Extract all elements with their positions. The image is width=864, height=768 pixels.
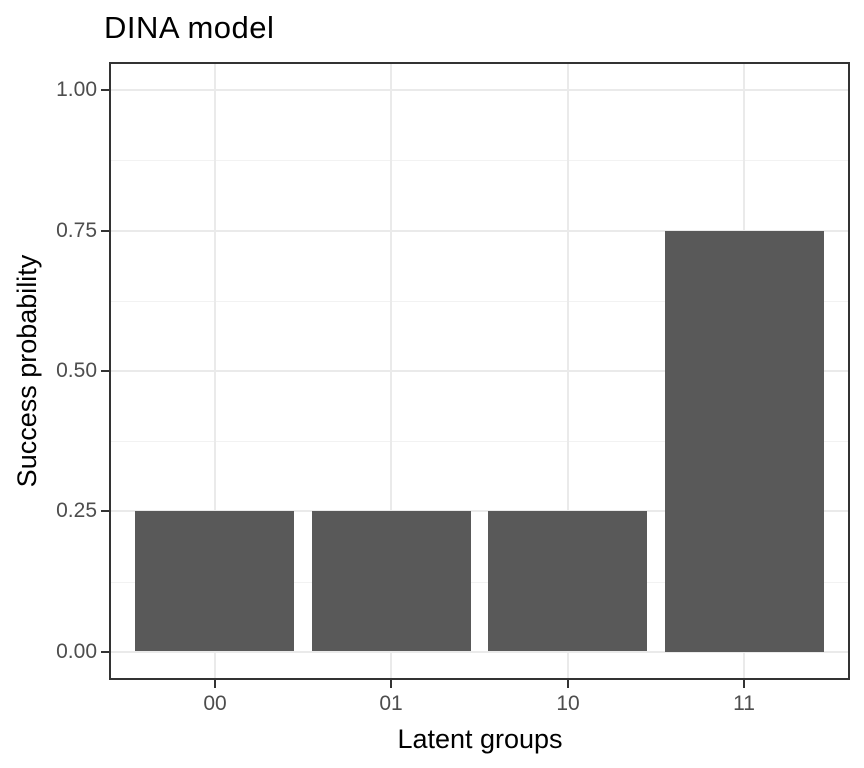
x-tick-label: 10 bbox=[556, 692, 580, 715]
y-gridline-major bbox=[109, 89, 850, 91]
bar-11 bbox=[665, 231, 824, 652]
x-gridline-major bbox=[567, 62, 569, 680]
y-tick-mark bbox=[101, 510, 109, 512]
y-gridline-minor bbox=[109, 582, 850, 583]
y-gridline-minor bbox=[109, 160, 850, 161]
y-gridline-minor bbox=[109, 441, 850, 442]
x-tick-label: 00 bbox=[203, 692, 227, 715]
x-tick-label: 01 bbox=[379, 692, 403, 715]
bar-01 bbox=[312, 511, 471, 651]
x-gridline-major bbox=[390, 62, 392, 680]
y-tick-mark bbox=[101, 370, 109, 372]
x-tick-mark bbox=[390, 680, 392, 688]
x-axis-title: Latent groups bbox=[397, 724, 563, 754]
x-tick-mark bbox=[743, 680, 745, 688]
y-tick-label: 1.00 bbox=[56, 78, 97, 101]
y-tick-mark bbox=[101, 89, 109, 91]
y-gridline-major bbox=[109, 230, 850, 232]
y-tick-label: 0.25 bbox=[56, 499, 97, 522]
y-gridline-major bbox=[109, 370, 850, 372]
y-tick-label: 0.00 bbox=[56, 640, 97, 663]
bar-00 bbox=[135, 511, 294, 651]
y-tick-mark bbox=[101, 230, 109, 232]
chart-title: DINA model bbox=[104, 10, 275, 45]
x-gridline-major bbox=[214, 62, 216, 680]
bar-10 bbox=[488, 511, 647, 651]
y-gridline-major bbox=[109, 510, 850, 512]
y-tick-label: 0.50 bbox=[56, 359, 97, 382]
y-tick-mark bbox=[101, 651, 109, 653]
x-tick-mark bbox=[567, 680, 569, 688]
y-gridline-major bbox=[109, 651, 850, 653]
x-tick-mark bbox=[214, 680, 216, 688]
x-tick-label: 11 bbox=[733, 692, 755, 715]
y-tick-label: 0.75 bbox=[56, 219, 97, 242]
y-gridline-minor bbox=[109, 301, 850, 302]
